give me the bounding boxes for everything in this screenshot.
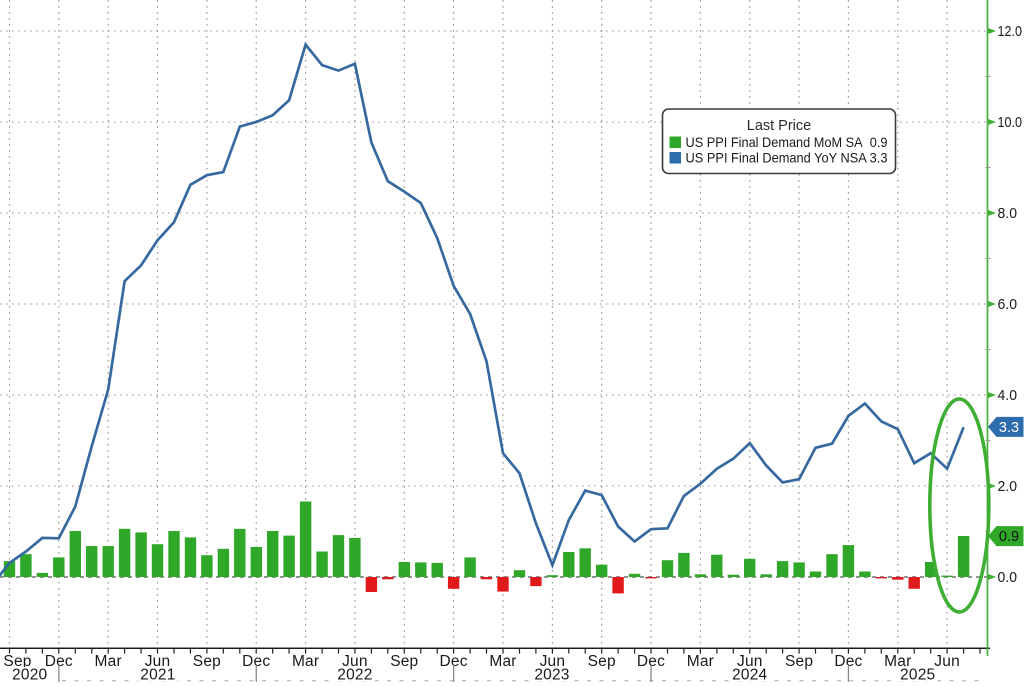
svg-text:12.0: 12.0	[998, 23, 1023, 40]
svg-text:US PPI Final Demand MoM SA 0.: US PPI Final Demand MoM SA 0.9	[686, 135, 888, 150]
svg-text:2.0: 2.0	[998, 478, 1018, 495]
svg-text:Sep: Sep	[3, 653, 31, 670]
svg-text:Mar: Mar	[292, 653, 319, 670]
svg-text:Mar: Mar	[687, 653, 714, 670]
svg-text:Sep: Sep	[785, 653, 813, 670]
svg-text:Jun: Jun	[342, 653, 368, 670]
svg-text:Sep: Sep	[588, 653, 616, 670]
svg-text:Last Price: Last Price	[747, 118, 811, 134]
svg-text:2020: 2020	[12, 666, 47, 682]
svg-text:Dec: Dec	[242, 653, 270, 670]
svg-text:Sep: Sep	[390, 653, 418, 670]
svg-text:2022: 2022	[337, 666, 372, 682]
svg-text:2021: 2021	[140, 666, 175, 682]
svg-text:Jun: Jun	[540, 653, 566, 670]
svg-text:Dec: Dec	[637, 653, 665, 670]
svg-text:2024: 2024	[732, 666, 767, 682]
svg-text:Sep: Sep	[193, 653, 221, 670]
svg-text:Dec: Dec	[834, 653, 862, 670]
svg-text:4.0: 4.0	[998, 387, 1018, 404]
svg-text:3.3: 3.3	[999, 420, 1019, 436]
svg-text:0.9: 0.9	[999, 529, 1019, 545]
svg-text:Jun: Jun	[737, 653, 763, 670]
svg-text:Mar: Mar	[489, 653, 516, 670]
svg-text:Mar: Mar	[95, 653, 122, 670]
svg-text:8.0: 8.0	[998, 205, 1018, 222]
svg-text:Jun: Jun	[934, 653, 960, 670]
svg-text:2023: 2023	[534, 666, 569, 682]
svg-text:0.0: 0.0	[998, 569, 1018, 586]
svg-text:2025: 2025	[900, 666, 935, 682]
svg-text:Dec: Dec	[45, 653, 73, 670]
svg-text:Mar: Mar	[884, 653, 911, 670]
svg-text:Dec: Dec	[440, 653, 468, 670]
svg-text:Jun: Jun	[145, 653, 171, 670]
svg-text:10.0: 10.0	[998, 114, 1023, 131]
svg-text:6.0: 6.0	[998, 296, 1018, 313]
svg-text:US PPI Final Demand YoY NSA 3.: US PPI Final Demand YoY NSA 3.3	[686, 151, 888, 166]
